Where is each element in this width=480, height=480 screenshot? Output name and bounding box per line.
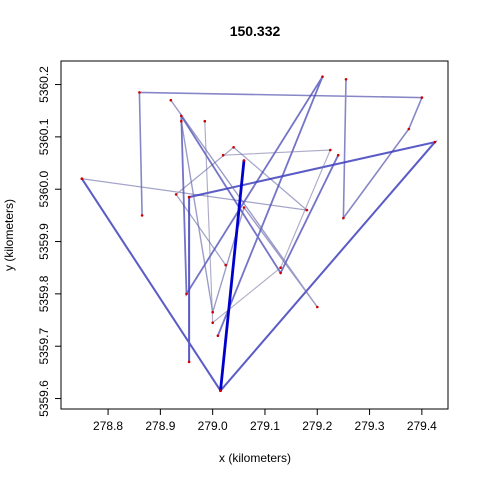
- x-tick-label: 279.3: [355, 419, 385, 433]
- location-point: [329, 148, 332, 152]
- chart-title: 150.332: [230, 23, 281, 39]
- x-tick-label: 279.0: [198, 419, 228, 433]
- location-point: [407, 127, 411, 131]
- x-tick-label: 279.4: [407, 419, 437, 433]
- location-point: [211, 310, 214, 314]
- location-point: [211, 321, 214, 325]
- location-point: [187, 195, 191, 199]
- location-point: [140, 214, 144, 217]
- y-tick-label: 5359.6: [37, 380, 51, 417]
- location-point: [316, 305, 319, 309]
- location-point: [232, 146, 235, 149]
- x-tick-label: 278.9: [145, 419, 175, 433]
- y-tick-label: 5360.0: [37, 171, 51, 208]
- track-line-3: [81, 140, 438, 393]
- track-line-6: [204, 121, 332, 324]
- track-line-4: [180, 76, 340, 337]
- y-tick-label: 5360.1: [37, 118, 51, 155]
- location-point: [420, 96, 424, 99]
- location-point: [433, 140, 437, 144]
- y-tick-label: 5359.8: [37, 275, 51, 312]
- y-tick-label: 5359.7: [37, 328, 51, 365]
- location-point: [321, 75, 324, 78]
- y-tick-label: 5359.9: [37, 223, 51, 260]
- points-layer: [80, 75, 437, 393]
- location-point: [221, 153, 225, 157]
- x-tick-label: 279.1: [250, 419, 280, 433]
- location-point: [224, 263, 227, 267]
- y-axis-label: y (kilometers): [2, 199, 16, 271]
- location-point: [242, 206, 246, 209]
- series-layer: [81, 76, 438, 393]
- location-point: [169, 98, 173, 102]
- location-point: [279, 266, 282, 270]
- location-point: [336, 153, 340, 157]
- location-point: [344, 78, 348, 81]
- location-point: [279, 271, 282, 275]
- x-axis: 278.8 278.9 279.0 279.1 279.2 279.3 279.4: [93, 408, 437, 433]
- location-point: [185, 292, 188, 296]
- track-line-1: [138, 79, 424, 221]
- location-point: [305, 208, 309, 212]
- location-point: [138, 91, 141, 94]
- x-tick-label: 278.8: [93, 419, 123, 433]
- x-tick-label: 279.2: [302, 419, 332, 433]
- location-point: [180, 114, 183, 118]
- y-axis: 5359.6 5359.7 5359.8 5359.9 5360.0 5360.1 5360…: [37, 66, 62, 417]
- location-point: [342, 216, 345, 220]
- location-point: [216, 334, 220, 338]
- location-point: [219, 389, 222, 393]
- y-tick-label: 5360.2: [37, 66, 51, 103]
- location-point: [203, 119, 207, 123]
- track-line-5: [170, 99, 318, 313]
- location-point: [242, 159, 246, 162]
- location-point: [180, 119, 183, 123]
- location-point: [187, 360, 191, 364]
- x-axis-label: x (kilometers): [219, 451, 291, 465]
- location-point: [80, 177, 84, 180]
- location-point: [174, 193, 178, 196]
- track-line-7: [219, 160, 246, 391]
